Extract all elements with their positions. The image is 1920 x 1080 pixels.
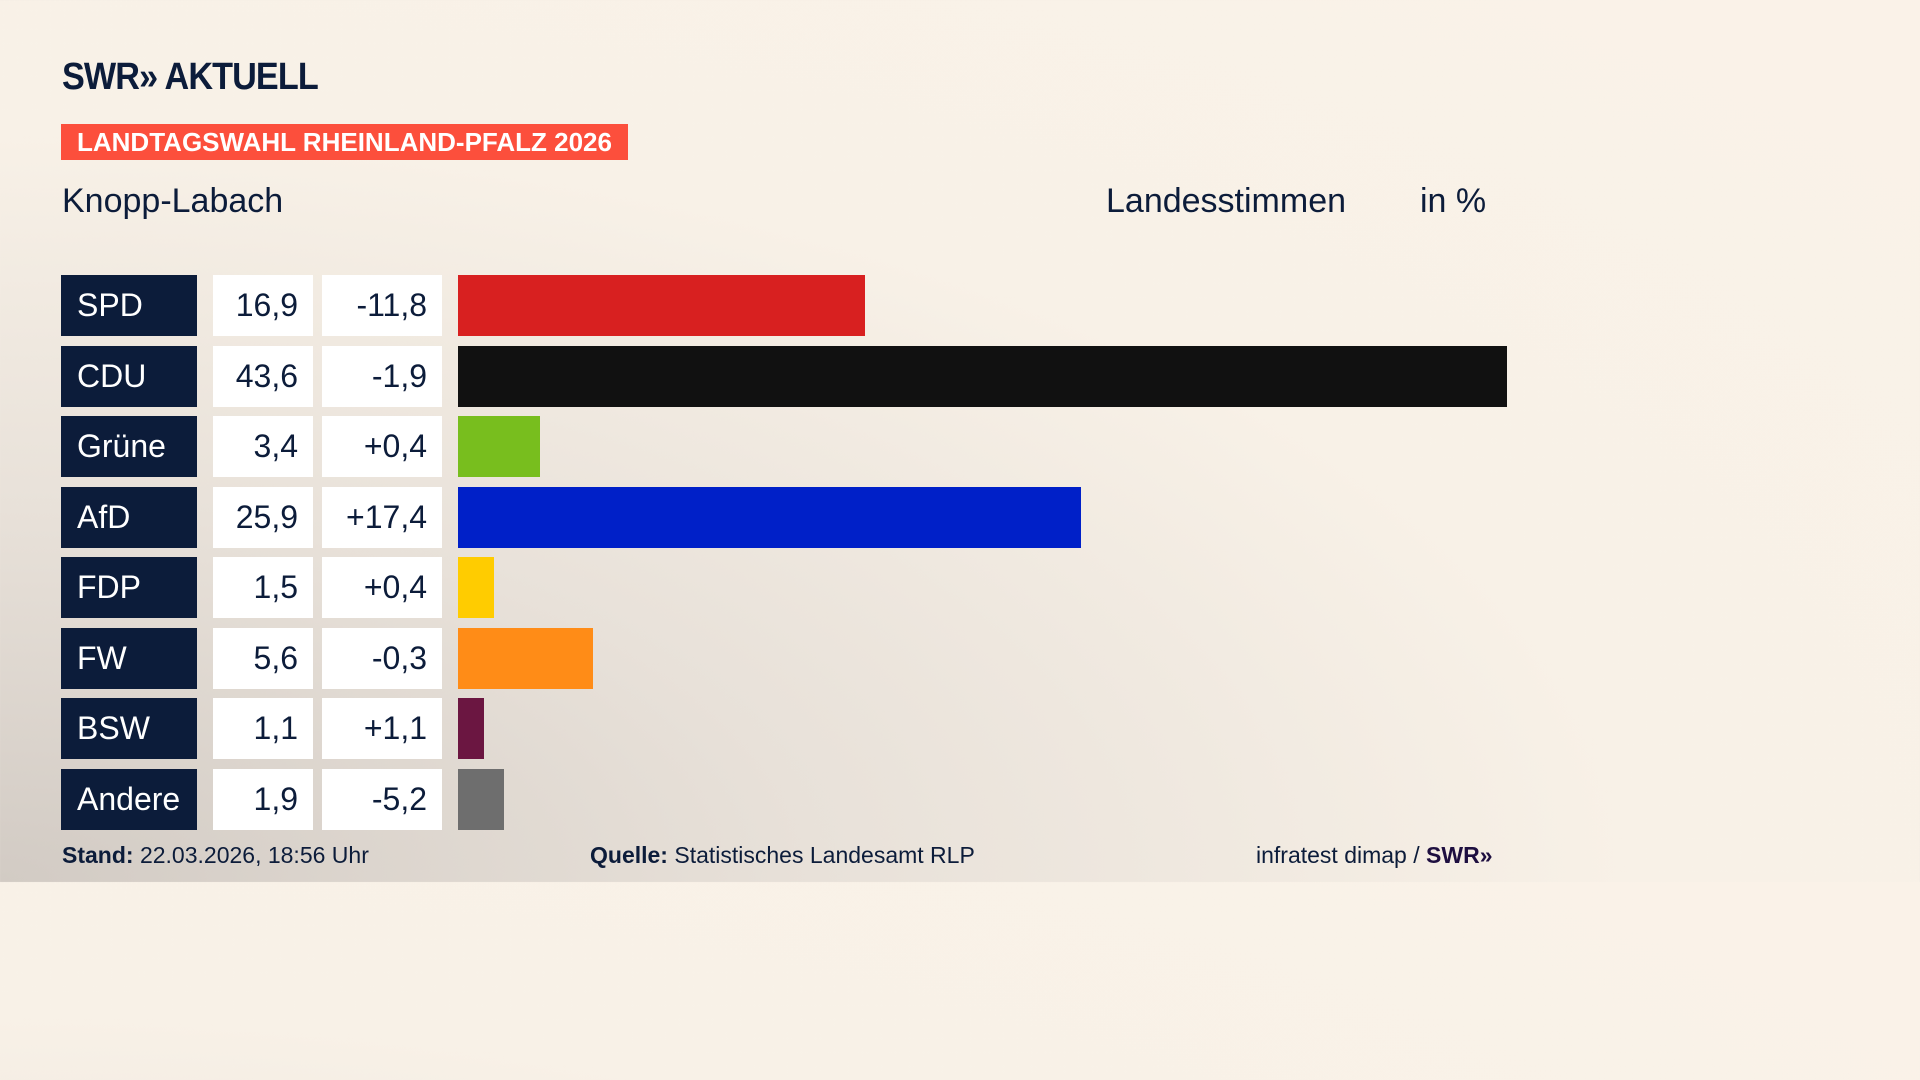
party-value: 43,6	[213, 345, 313, 407]
party-value: 5,6	[213, 627, 313, 689]
stand-value: 22.03.2026, 18:56 Uhr	[139, 842, 369, 868]
party-bar	[458, 557, 495, 618]
party-row: AfD 25,9 +17,4	[0, 486, 1568, 548]
timestamp: Stand: 22.03.2026, 18:56 Uhr	[62, 842, 369, 869]
party-value: 1,9	[213, 768, 313, 830]
metric-label: Landesstimmen	[1106, 182, 1347, 220]
party-change: -11,8	[322, 275, 442, 336]
source-value: Statistisches Landesamt RLP	[674, 842, 975, 868]
party-value: 1,1	[213, 698, 313, 759]
stand-label: Stand:	[62, 842, 134, 868]
source-label: Quelle:	[590, 842, 668, 868]
party-bar	[458, 486, 1082, 548]
party-row: CDU 43,6 -1,9	[0, 345, 1568, 407]
party-change: +0,4	[322, 416, 442, 477]
party-name: CDU	[61, 345, 197, 407]
party-change: +0,4	[322, 557, 442, 618]
party-bar	[458, 768, 504, 830]
party-change: -1,9	[322, 345, 442, 407]
party-row: FDP 1,5 +0,4	[0, 557, 1568, 618]
credit-text: infratest dimap /	[1256, 842, 1427, 868]
party-name: FDP	[61, 557, 197, 618]
party-value: 3,4	[213, 416, 313, 477]
credit: infratest dimap / SWR»	[1256, 842, 1492, 869]
party-name: AfD	[61, 486, 197, 548]
party-name: BSW	[61, 698, 197, 759]
party-bar	[458, 275, 865, 336]
party-row: Grüne 3,4 +0,4	[0, 416, 1568, 477]
party-row: SPD 16,9 -11,8	[0, 275, 1568, 336]
party-value: 16,9	[213, 275, 313, 336]
party-change: +1,1	[322, 698, 442, 759]
region-title: Knopp-Labach	[62, 182, 284, 220]
party-row: BSW 1,1 +1,1	[0, 698, 1568, 759]
party-value: 1,5	[213, 557, 313, 618]
source: Quelle: Statistisches Landesamt RLP	[590, 842, 975, 869]
party-bar	[458, 416, 540, 477]
swr-logo: SWR»	[1426, 842, 1493, 868]
party-value: 25,9	[213, 486, 313, 548]
party-change: -0,3	[322, 627, 442, 689]
party-bar	[458, 698, 485, 759]
party-name: Grüne	[61, 416, 197, 477]
party-bar	[458, 627, 593, 689]
party-change: +17,4	[322, 486, 442, 548]
party-name: SPD	[61, 275, 197, 336]
party-change: -5,2	[322, 768, 442, 830]
party-row: Andere 1,9 -5,2	[0, 768, 1568, 830]
party-name: Andere	[61, 768, 197, 830]
party-row: FW 5,6 -0,3	[0, 627, 1568, 689]
party-name: FW	[61, 627, 197, 689]
party-bar	[458, 345, 1507, 407]
unit-label: in %	[1420, 182, 1487, 220]
election-badge: LANDTAGSWAHL RHEINLAND-PFALZ 2026	[61, 124, 628, 160]
swr-aktuell-logo: SWR» AKTUELL	[62, 56, 319, 98]
